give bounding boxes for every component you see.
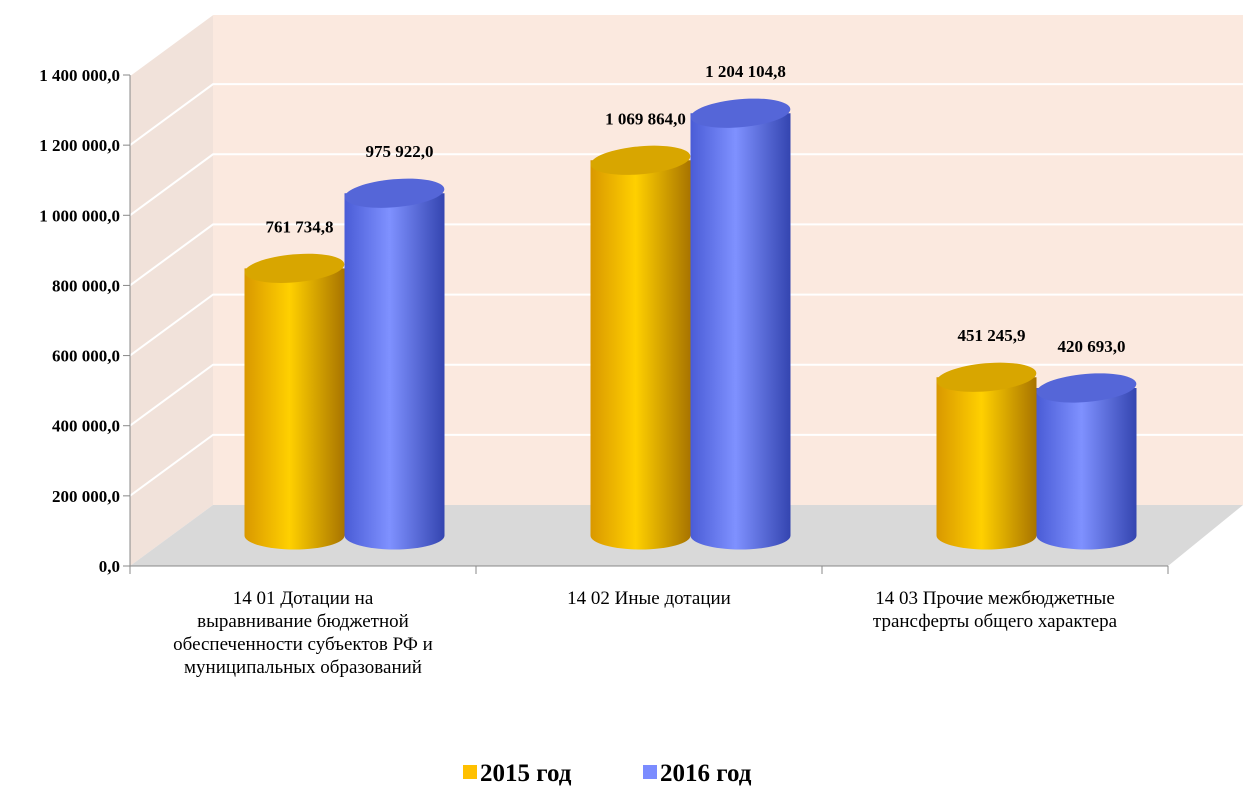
grid-line <box>129 293 1243 357</box>
data-label: 451 245,9 <box>958 326 1026 345</box>
bar-top <box>1036 373 1137 403</box>
data-label: 1 069 864,0 <box>605 109 686 128</box>
bar <box>244 253 345 550</box>
grid-line <box>129 223 1243 287</box>
y-tick-label: 1 400 000,0 <box>39 66 120 85</box>
bar-body <box>590 160 691 550</box>
x-tick-label: 14 02 Иные дотации <box>567 588 731 609</box>
legend-swatch <box>463 765 477 779</box>
grid-line <box>129 153 1243 217</box>
bar-body <box>344 193 445 550</box>
bar-top <box>936 362 1037 392</box>
bar <box>690 98 791 550</box>
data-label: 761 734,8 <box>266 217 334 236</box>
bar <box>344 178 445 550</box>
data-label: 420 693,0 <box>1058 337 1126 356</box>
data-label: 1 204 104,8 <box>705 62 786 81</box>
bar <box>1036 373 1137 550</box>
bar-body <box>1036 387 1137 550</box>
y-tick-label: 200 000,0 <box>52 487 120 506</box>
grid-line <box>129 83 1243 146</box>
y-tick-label: 0,0 <box>99 557 120 576</box>
grid-line <box>129 433 1243 497</box>
bar-top <box>244 253 345 283</box>
bar-top <box>590 145 691 175</box>
legend-label: 2016 год <box>660 760 752 787</box>
y-tick-label: 600 000,0 <box>52 347 120 366</box>
bar <box>590 145 691 550</box>
x-tick-label: 14 03 Прочие межбюджетные трансферты общ… <box>872 588 1118 632</box>
grid-line <box>129 13 1243 76</box>
y-tick-label: 800 000,0 <box>52 276 120 295</box>
bar-body <box>936 377 1037 550</box>
legend-swatch <box>643 765 657 779</box>
side-wall <box>130 15 213 566</box>
bar-top <box>690 98 791 128</box>
legend-label: 2015 год <box>480 760 572 787</box>
bar <box>936 362 1037 550</box>
y-tick-label: 1 200 000,0 <box>39 136 120 155</box>
bar-body <box>244 268 345 550</box>
y-tick-label: 400 000,0 <box>52 417 120 436</box>
bar-body <box>690 113 791 550</box>
data-label: 975 922,0 <box>366 142 434 161</box>
x-tick-label: 14 01 Дотации на выравнивание бюджетной … <box>173 588 433 678</box>
bar-top <box>344 178 445 208</box>
y-tick-label: 1 000 000,0 <box>39 206 120 225</box>
grid-line <box>129 363 1243 427</box>
